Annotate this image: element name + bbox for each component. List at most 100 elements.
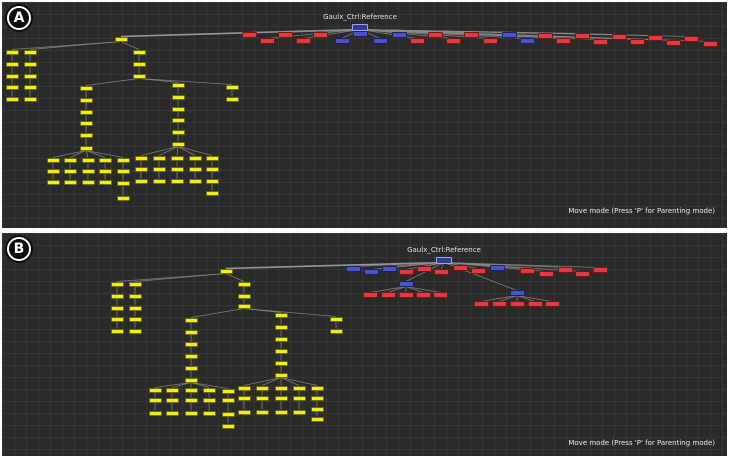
yellow-graph-node[interactable] bbox=[98, 179, 112, 185]
yellow-graph-node[interactable] bbox=[132, 73, 146, 79]
yellow-graph-node[interactable] bbox=[114, 36, 128, 42]
yellow-graph-node[interactable] bbox=[184, 317, 198, 323]
yellow-graph-node[interactable] bbox=[79, 145, 93, 151]
yellow-graph-node[interactable] bbox=[5, 49, 19, 55]
yellow-graph-node[interactable] bbox=[46, 157, 60, 163]
yellow-graph-node[interactable] bbox=[202, 387, 216, 393]
yellow-graph-node[interactable] bbox=[219, 268, 233, 274]
yellow-graph-node[interactable] bbox=[292, 409, 306, 415]
blue-graph-node[interactable] bbox=[391, 32, 407, 38]
blue-graph-node[interactable] bbox=[381, 266, 397, 272]
yellow-graph-node[interactable] bbox=[255, 409, 269, 415]
yellow-graph-node[interactable] bbox=[23, 84, 37, 90]
yellow-graph-node[interactable] bbox=[202, 397, 216, 403]
yellow-graph-node[interactable] bbox=[170, 155, 184, 161]
red-graph-node[interactable] bbox=[259, 38, 275, 44]
red-graph-node[interactable] bbox=[509, 301, 525, 307]
yellow-graph-node[interactable] bbox=[148, 410, 162, 416]
red-graph-node[interactable] bbox=[473, 301, 489, 307]
red-graph-node[interactable] bbox=[445, 38, 461, 44]
yellow-graph-node[interactable] bbox=[128, 293, 142, 299]
yellow-graph-node[interactable] bbox=[274, 360, 288, 366]
yellow-graph-node[interactable] bbox=[184, 397, 198, 403]
red-graph-node[interactable] bbox=[380, 292, 396, 298]
yellow-graph-node[interactable] bbox=[237, 303, 251, 309]
yellow-graph-node[interactable] bbox=[221, 423, 235, 429]
yellow-graph-node[interactable] bbox=[79, 109, 93, 115]
yellow-graph-node[interactable] bbox=[184, 341, 198, 347]
yellow-graph-node[interactable] bbox=[310, 395, 324, 401]
yellow-graph-node[interactable] bbox=[171, 82, 185, 88]
yellow-graph-node[interactable] bbox=[23, 73, 37, 79]
yellow-graph-node[interactable] bbox=[184, 387, 198, 393]
yellow-graph-node[interactable] bbox=[205, 190, 219, 196]
yellow-graph-node[interactable] bbox=[310, 406, 324, 412]
yellow-graph-node[interactable] bbox=[170, 178, 184, 184]
red-graph-node[interactable] bbox=[491, 301, 507, 307]
yellow-graph-node[interactable] bbox=[221, 397, 235, 403]
yellow-graph-node[interactable] bbox=[116, 157, 130, 163]
yellow-graph-node[interactable] bbox=[63, 157, 77, 163]
yellow-graph-node[interactable] bbox=[255, 395, 269, 401]
yellow-graph-node[interactable] bbox=[134, 155, 148, 161]
yellow-graph-node[interactable] bbox=[171, 129, 185, 135]
yellow-graph-node[interactable] bbox=[237, 409, 251, 415]
yellow-graph-node[interactable] bbox=[152, 155, 166, 161]
yellow-graph-node[interactable] bbox=[152, 178, 166, 184]
red-graph-node[interactable] bbox=[574, 33, 590, 39]
yellow-graph-node[interactable] bbox=[81, 179, 95, 185]
yellow-graph-node[interactable] bbox=[237, 395, 251, 401]
yellow-graph-node[interactable] bbox=[237, 385, 251, 391]
yellow-graph-node[interactable] bbox=[225, 96, 239, 102]
yellow-graph-node[interactable] bbox=[79, 132, 93, 138]
red-graph-node[interactable] bbox=[702, 41, 718, 47]
red-graph-node[interactable] bbox=[611, 34, 627, 40]
red-graph-node[interactable] bbox=[312, 32, 328, 38]
yellow-graph-node[interactable] bbox=[5, 84, 19, 90]
blue-graph-node[interactable] bbox=[501, 32, 517, 38]
yellow-graph-node[interactable] bbox=[184, 365, 198, 371]
yellow-graph-node[interactable] bbox=[5, 61, 19, 67]
red-graph-node[interactable] bbox=[277, 32, 293, 38]
yellow-graph-node[interactable] bbox=[171, 141, 185, 147]
yellow-graph-node[interactable] bbox=[171, 94, 185, 100]
yellow-graph-node[interactable] bbox=[184, 329, 198, 335]
red-graph-node[interactable] bbox=[555, 38, 571, 44]
red-graph-node[interactable] bbox=[527, 301, 543, 307]
yellow-graph-node[interactable] bbox=[310, 385, 324, 391]
yellow-graph-node[interactable] bbox=[274, 312, 288, 318]
yellow-graph-node[interactable] bbox=[63, 168, 77, 174]
red-graph-node[interactable] bbox=[537, 33, 553, 39]
yellow-graph-node[interactable] bbox=[170, 166, 184, 172]
yellow-graph-node[interactable] bbox=[116, 168, 130, 174]
blue-graph-node[interactable] bbox=[363, 269, 379, 275]
yellow-graph-node[interactable] bbox=[292, 385, 306, 391]
blue-graph-node[interactable] bbox=[334, 38, 350, 44]
yellow-graph-node[interactable] bbox=[23, 96, 37, 102]
yellow-graph-node[interactable] bbox=[134, 166, 148, 172]
yellow-graph-node[interactable] bbox=[225, 84, 239, 90]
yellow-graph-node[interactable] bbox=[23, 49, 37, 55]
blue-graph-node[interactable] bbox=[398, 281, 414, 287]
yellow-graph-node[interactable] bbox=[98, 168, 112, 174]
red-graph-node[interactable] bbox=[433, 269, 449, 275]
yellow-graph-node[interactable] bbox=[221, 388, 235, 394]
yellow-graph-node[interactable] bbox=[63, 179, 77, 185]
yellow-graph-node[interactable] bbox=[171, 117, 185, 123]
yellow-graph-node[interactable] bbox=[81, 168, 95, 174]
yellow-graph-node[interactable] bbox=[292, 395, 306, 401]
yellow-graph-node[interactable] bbox=[128, 328, 142, 334]
yellow-graph-node[interactable] bbox=[110, 281, 124, 287]
yellow-graph-node[interactable] bbox=[165, 387, 179, 393]
yellow-graph-node[interactable] bbox=[329, 316, 343, 322]
yellow-graph-node[interactable] bbox=[23, 61, 37, 67]
yellow-graph-node[interactable] bbox=[116, 180, 130, 186]
yellow-graph-node[interactable] bbox=[221, 411, 235, 417]
yellow-graph-node[interactable] bbox=[171, 106, 185, 112]
yellow-graph-node[interactable] bbox=[205, 166, 219, 172]
yellow-graph-node[interactable] bbox=[237, 281, 251, 287]
yellow-graph-node[interactable] bbox=[274, 324, 288, 330]
yellow-graph-node[interactable] bbox=[274, 372, 288, 378]
yellow-graph-node[interactable] bbox=[165, 410, 179, 416]
yellow-graph-node[interactable] bbox=[188, 155, 202, 161]
